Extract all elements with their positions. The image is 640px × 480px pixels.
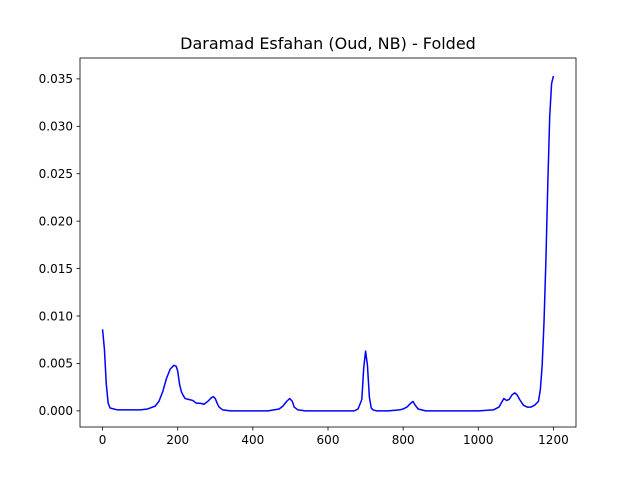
y-tick-label: 0.030 bbox=[39, 120, 73, 134]
x-tick-label: 200 bbox=[166, 433, 189, 447]
y-tick-label: 0.035 bbox=[39, 72, 73, 86]
x-tick-label: 0 bbox=[99, 433, 107, 447]
x-tick-label: 800 bbox=[392, 433, 415, 447]
chart-title: Daramad Esfahan (Oud, NB) - Folded bbox=[180, 34, 476, 53]
x-axis-ticks: 0 200 400 600 800 1000 1200 bbox=[99, 427, 569, 447]
y-tick-label: 0.015 bbox=[39, 262, 73, 276]
y-tick-label: 0.020 bbox=[39, 214, 73, 228]
series-line-0 bbox=[101, 75, 555, 412]
y-tick-label: 0.010 bbox=[39, 309, 73, 323]
axes bbox=[79, 57, 577, 428]
y-tick-label: 0.025 bbox=[39, 167, 73, 181]
y-axis-ticks: 0.000 0.005 0.010 0.015 0.020 0.025 0.030 0.035 bbox=[39, 72, 80, 418]
y-tick-label: 0.005 bbox=[39, 357, 73, 371]
x-tick-label: 1200 bbox=[538, 433, 569, 447]
x-tick-label: 600 bbox=[317, 433, 340, 447]
plot-frame bbox=[79, 57, 577, 428]
plot-line-layer bbox=[101, 75, 555, 412]
x-tick-label: 1000 bbox=[463, 433, 494, 447]
y-tick-label: 0.000 bbox=[39, 404, 73, 418]
x-tick-label: 400 bbox=[241, 433, 264, 447]
